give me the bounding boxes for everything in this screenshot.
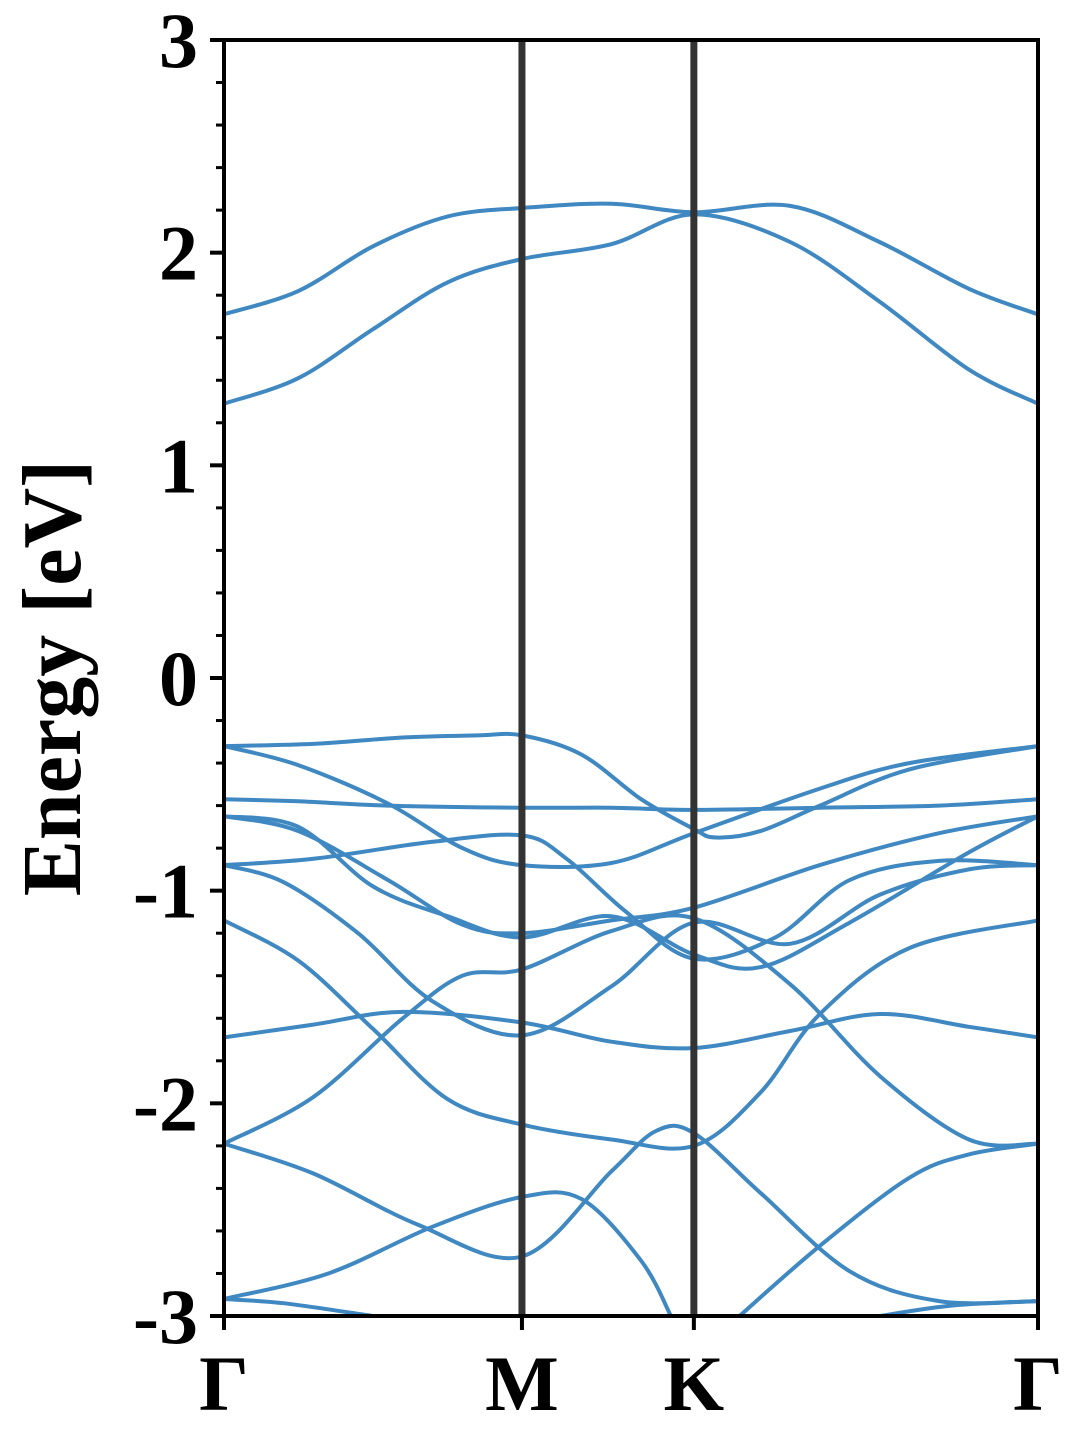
y-tick-label: 0 — [159, 635, 198, 722]
band-line-5 — [224, 797, 1038, 812]
band-lines — [224, 201, 1038, 1316]
band-line-15 — [224, 1297, 375, 1316]
x-tick-label-M: M — [485, 1340, 559, 1427]
band-line-14 — [224, 1190, 673, 1316]
band-line-6 — [224, 814, 1038, 936]
band-line-13 — [224, 1123, 1038, 1306]
y-tick-label: -3 — [133, 1273, 198, 1360]
y-axis-title: Energy [eV] — [6, 460, 99, 896]
band-line-17 — [877, 1299, 1038, 1316]
band-line-1 — [224, 201, 1038, 317]
y-axis: 3 2 1 0 -1 -2 -3 — [133, 0, 224, 1360]
band-line-8 — [224, 832, 1038, 962]
band-line-7 — [224, 814, 1038, 971]
x-tick-label-Γ: Γ — [199, 1340, 249, 1427]
band-line-16 — [737, 1141, 1038, 1316]
band-line-12 — [224, 913, 1038, 1148]
band-line-10 — [224, 918, 1038, 1151]
y-tick-label: -1 — [133, 848, 198, 935]
x-tick-label-K: K — [664, 1340, 725, 1427]
band-line-4 — [224, 744, 1038, 869]
y-tick-label: 2 — [159, 210, 198, 297]
y-tick-label: 1 — [159, 422, 198, 509]
y-tick-label: -2 — [133, 1060, 198, 1147]
x-tick-label-Γ: Γ — [1013, 1340, 1063, 1427]
band-line-2 — [224, 212, 1038, 406]
y-tick-label: 3 — [159, 0, 198, 84]
band-line-9 — [224, 863, 1038, 1038]
band-line-3 — [224, 731, 1038, 840]
band-line-11 — [224, 1009, 1038, 1051]
high-symmetry-lines — [518, 40, 698, 1316]
plot-frame — [222, 38, 1040, 1318]
